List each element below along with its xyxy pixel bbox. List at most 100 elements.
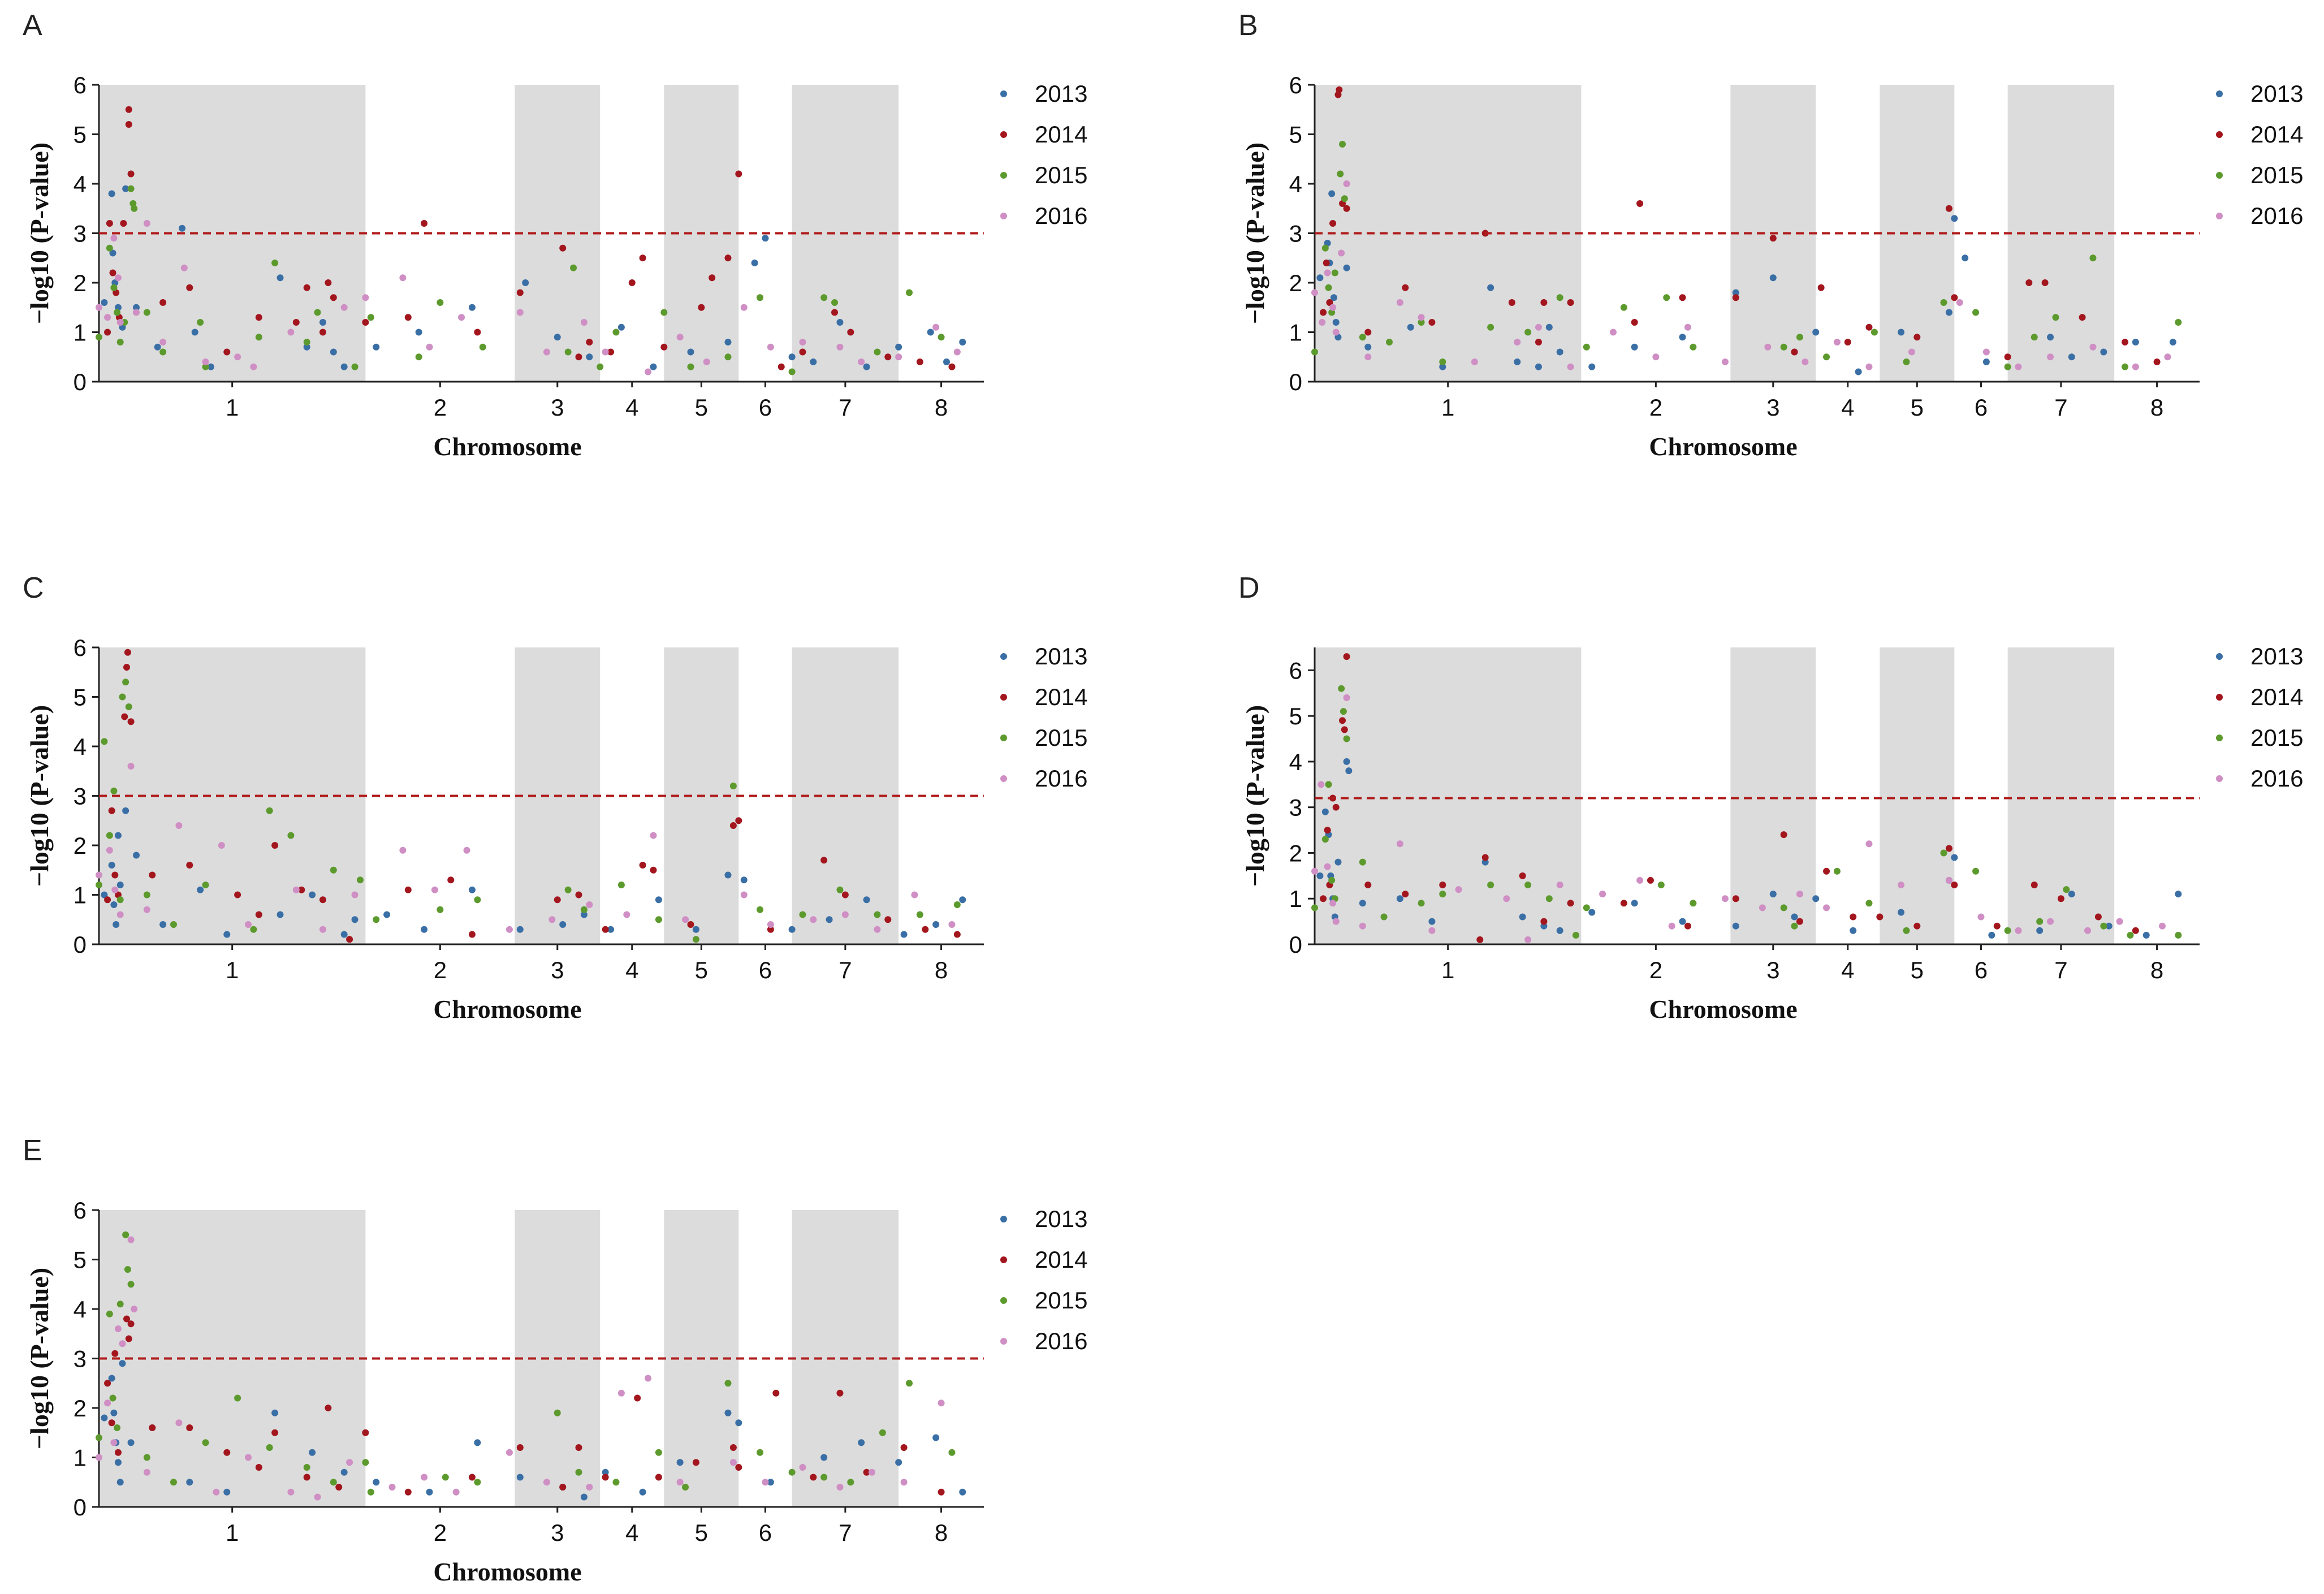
data-point (159, 339, 167, 345)
legend-marker (1000, 653, 1007, 660)
data-point (655, 1474, 662, 1481)
data-point (554, 896, 561, 904)
data-point (660, 309, 668, 316)
y-tick-label: 3 (74, 1346, 87, 1372)
data-point (2142, 931, 2150, 939)
data-point (127, 1281, 135, 1288)
x-tick-label: 3 (1766, 957, 1779, 983)
data-point (116, 911, 124, 918)
data-point (2068, 353, 2075, 361)
legend-marker (2216, 213, 2223, 219)
data-point (1652, 353, 1660, 361)
data-point (1759, 904, 1766, 912)
data-point (119, 1360, 126, 1367)
data-point (655, 896, 662, 904)
data-point (468, 1474, 476, 1481)
data-point (437, 906, 444, 913)
data-point (1690, 900, 1697, 907)
y-tick-label: 2 (74, 1395, 87, 1422)
data-point (1823, 904, 1830, 912)
data-point (570, 264, 577, 271)
data-point (895, 343, 902, 351)
data-point (1316, 274, 1324, 282)
data-point (1679, 918, 1686, 925)
data-point (2041, 279, 2049, 286)
legend-label: 2014 (2250, 121, 2303, 148)
data-point (858, 1439, 865, 1446)
data-point (143, 891, 150, 898)
data-point (757, 906, 764, 913)
x-tick-label: 1 (226, 394, 239, 421)
data-point (724, 1409, 732, 1416)
series-2015 (96, 185, 945, 375)
x-tick-label: 4 (625, 394, 638, 421)
data-point (426, 343, 433, 351)
data-point (1556, 882, 1563, 888)
data-point (131, 205, 138, 212)
data-point (1732, 289, 1739, 296)
data-point (271, 260, 279, 266)
data-point (1341, 726, 1348, 733)
data-point (234, 353, 241, 361)
data-point (1328, 876, 1336, 884)
data-point (948, 1449, 956, 1456)
data-point (1823, 867, 1830, 875)
data-point (959, 1488, 966, 1496)
data-point (1311, 289, 1318, 296)
data-point (1320, 309, 1327, 316)
data-point (277, 911, 284, 918)
data-point (367, 314, 374, 321)
data-point (271, 842, 279, 849)
data-point (207, 363, 214, 370)
data-point (399, 274, 407, 282)
x-tick-label: 3 (1766, 394, 1779, 421)
data-point (1428, 319, 1436, 326)
x-tick-label: 1 (1441, 957, 1454, 983)
y-axis-title: −log10 (P-value) (25, 1268, 54, 1449)
data-point (788, 926, 796, 933)
data-point (303, 284, 310, 291)
data-point (250, 363, 257, 370)
data-point (751, 260, 758, 266)
data-point (2100, 922, 2107, 930)
x-tick-label: 2 (434, 394, 447, 421)
data-point (2004, 353, 2011, 361)
data-point (122, 679, 129, 686)
legend-label: 2013 (2250, 643, 2303, 669)
data-point (1945, 309, 1952, 316)
legend-marker (1000, 213, 1007, 219)
data-point (586, 901, 593, 908)
data-point (729, 822, 737, 829)
chromosome-band (1315, 647, 1582, 944)
data-point (863, 1468, 870, 1476)
data-point (319, 329, 326, 336)
legend-marker (1000, 90, 1007, 97)
x-tick-label: 2 (434, 1519, 447, 1546)
data-point (1631, 900, 1638, 907)
data-point (170, 1479, 177, 1486)
data-point (687, 348, 694, 356)
data-point (1993, 922, 2001, 930)
data-point (1663, 294, 1670, 301)
data-point (916, 911, 923, 918)
data-point (884, 916, 892, 923)
legend-label: 2013 (1035, 643, 1087, 669)
data-point (1345, 767, 1353, 775)
data-point (682, 1484, 689, 1491)
data-point (351, 363, 358, 370)
y-axis-title: −log10 (P-value) (1241, 142, 1269, 324)
data-point (110, 1439, 118, 1446)
y-tick-label: 1 (74, 882, 87, 909)
data-point (602, 348, 609, 356)
data-point (847, 329, 854, 336)
data-point (1791, 348, 1798, 356)
data-point (1339, 717, 1346, 724)
data-point (356, 876, 364, 884)
data-point (863, 896, 870, 904)
legend-label: 2015 (1035, 724, 1087, 751)
data-point (522, 279, 529, 286)
data-point (767, 1479, 774, 1486)
series-2016 (96, 763, 956, 933)
data-point (645, 1375, 652, 1382)
data-point (2105, 922, 2113, 930)
